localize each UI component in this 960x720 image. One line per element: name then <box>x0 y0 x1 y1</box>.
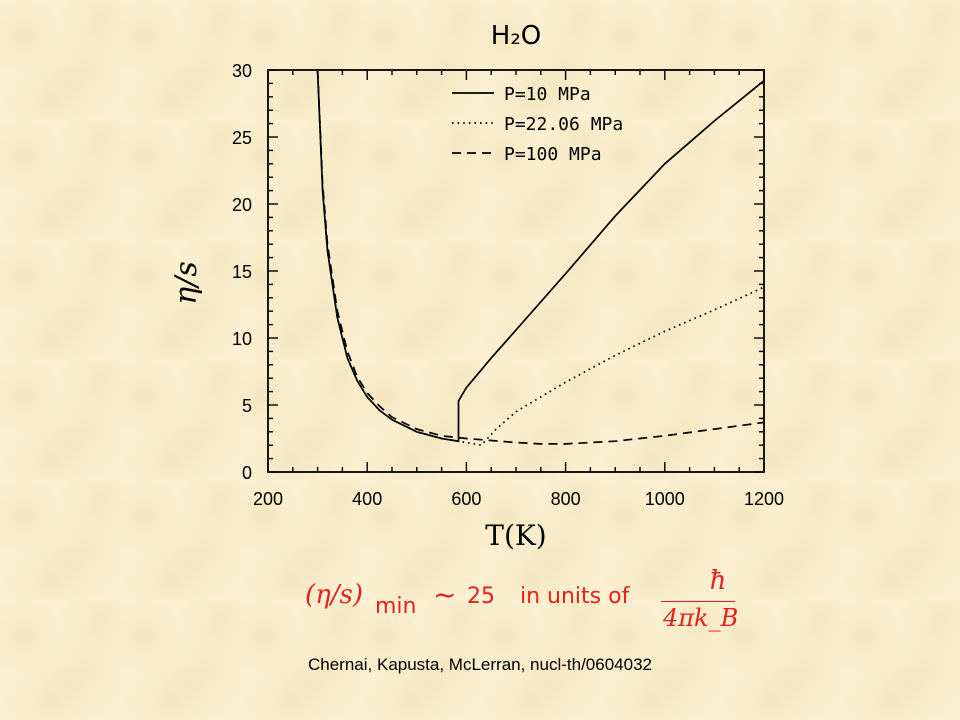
x-tick-label: 400 <box>352 489 382 509</box>
x-tick-label: 1000 <box>645 489 685 509</box>
formula-paren: (η/s) <box>305 580 363 610</box>
legend-label-2: P=22.06 MPa <box>504 114 623 135</box>
chart-title: H₂O <box>491 21 541 51</box>
y-tick-label: 30 <box>232 61 252 81</box>
legend-label-1: P=10 MPa <box>504 84 591 105</box>
chart: 200 400 600 800 1000 1200 0 5 10 15 20 25 30 P=10 MP… <box>169 21 784 552</box>
formula-sim: ~ <box>433 578 457 611</box>
formula-fraction-bar <box>661 601 735 602</box>
legend: P=10 MPa P=22.06 MPa P=100 MPa <box>452 84 623 165</box>
legend-label-3: P=100 MPa <box>504 144 602 165</box>
formula-numerator: ħ <box>709 566 727 596</box>
y-tick-label: 15 <box>232 262 252 282</box>
y-tick-label: 5 <box>242 396 252 416</box>
formula-units-text: in units of <box>520 584 630 609</box>
y-tick-label: 0 <box>242 463 252 483</box>
series-line-3 <box>316 69 765 445</box>
formula-value: 25 <box>467 584 495 609</box>
formula-subscript: min <box>375 594 417 619</box>
x-tick-label: 800 <box>551 489 581 509</box>
y-tick-label: 25 <box>232 128 252 148</box>
y-tick-label: 20 <box>232 195 252 215</box>
formula-denominator: 4πk_B <box>663 604 739 632</box>
y-tick-label: 10 <box>232 329 252 349</box>
axis-tick-labels: 200 400 600 800 1000 1200 0 5 10 15 20 25 30 <box>232 61 784 509</box>
citation: Chernai, Kapusta, McLerran, nucl-th/0604… <box>308 655 652 674</box>
x-tick-label: 1200 <box>744 489 784 509</box>
x-tick-label: 600 <box>451 489 481 509</box>
eta-s-min-formula: (η/s) min ~ 25 in units of ħ 4πk_B <box>305 566 765 636</box>
y-axis-label: η/s <box>169 261 204 304</box>
x-axis-label: T(K) <box>485 519 546 552</box>
series-lines <box>316 69 765 447</box>
x-tick-label: 200 <box>253 489 283 509</box>
